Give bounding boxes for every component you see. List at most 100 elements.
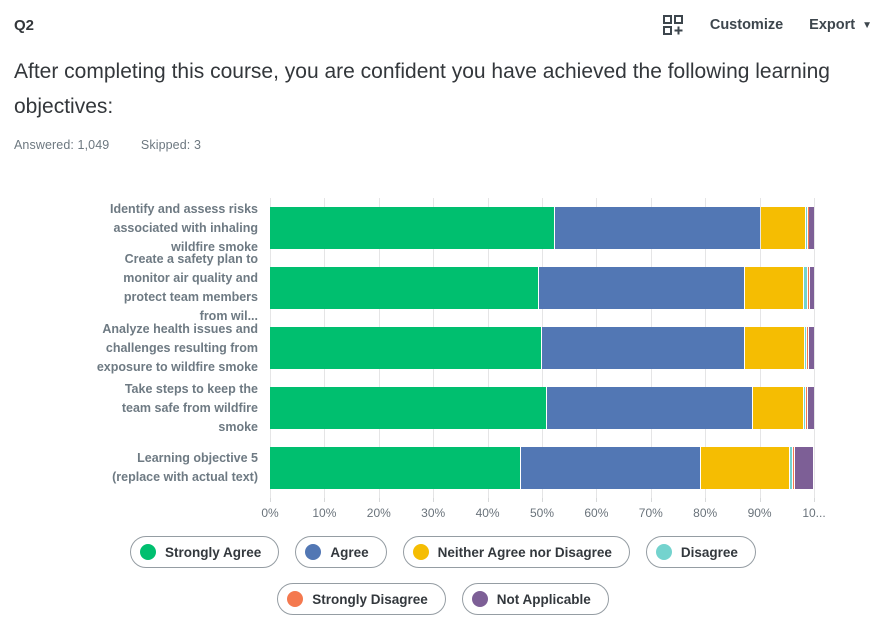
bar-segment-strongly-disagree[interactable] — [807, 267, 809, 309]
axis-tick-label: 30% — [421, 506, 446, 520]
question-title: After completing this course, you are co… — [14, 60, 830, 118]
axis-tick-label: 90% — [747, 506, 772, 520]
stacked-bar-1 — [270, 207, 815, 249]
category-label: Take steps to keep the team safe from wi… — [121, 381, 258, 434]
chart-row-5: Learning objective 5 (replace with actua… — [14, 438, 872, 498]
category-label: Identify and assess risks associated wit… — [110, 201, 258, 254]
chevron-down-icon: ▼ — [862, 20, 872, 31]
axis-tick-label: 10... — [802, 506, 826, 520]
axis-tick — [542, 498, 543, 502]
bar-segment-not-applicable[interactable] — [808, 327, 814, 369]
bar-segment-strongly-agree[interactable] — [270, 267, 539, 309]
question-toolbar: Q2 Customize Export ▼ — [14, 12, 872, 38]
stacked-bar-2 — [270, 267, 815, 309]
axis-tick — [814, 498, 815, 502]
axis-tick — [759, 498, 761, 502]
bar-segment-not-applicable[interactable] — [808, 387, 814, 429]
bar-segment-not-applicable[interactable] — [795, 447, 813, 489]
legend-label: Strongly Agree — [165, 544, 262, 560]
customize-chart-icon[interactable] — [662, 14, 684, 36]
x-axis: 0% 10% 20% 30% 40% 50% 60% 70% 80% 90% 10... — [261, 498, 870, 524]
axis-tick-label: 10% — [312, 506, 337, 520]
bar-segment-agree[interactable] — [546, 387, 752, 429]
legend-dot-strongly-agree — [140, 544, 157, 560]
bar-segment-neither-agree-nor-disagree[interactable] — [744, 267, 804, 309]
axis-tick — [705, 498, 707, 502]
legend-item-not-applicable[interactable]: Not Applicable — [461, 583, 609, 615]
axis-tick — [650, 498, 652, 502]
bar-segment-agree[interactable] — [555, 207, 760, 249]
answered-label: Answered: — [14, 138, 74, 152]
bar-segment-disagree[interactable] — [804, 267, 807, 309]
bar-segment-disagree[interactable] — [804, 327, 806, 369]
bar-segment-disagree[interactable] — [805, 207, 807, 249]
gridline — [814, 198, 815, 498]
legend-label: Agree — [330, 544, 369, 560]
legend-dot-agree — [305, 544, 322, 560]
bar-segment-agree[interactable] — [542, 327, 744, 369]
legend-item-neither-agree-nor-disagree[interactable]: Neither Agree nor Disagree — [402, 536, 630, 568]
category-label: Learning objective 5 (replace with actua… — [112, 451, 258, 484]
axis-tick-label: 80% — [693, 506, 718, 520]
legend-item-strongly-disagree[interactable]: Strongly Disagree — [277, 583, 446, 615]
axis-tick — [487, 498, 489, 502]
export-button[interactable]: Export ▼ — [809, 17, 872, 33]
chart-row-4: Take steps to keep the team safe from wi… — [14, 378, 872, 438]
response-stats: Answered: 1,049 Skipped: 3 — [14, 138, 872, 152]
legend-dot-disagree — [655, 544, 672, 560]
bar-segment-neither-agree-nor-disagree[interactable] — [760, 207, 805, 249]
axis-tick-label: 20% — [366, 506, 391, 520]
axis-tick — [270, 498, 271, 502]
axis-tick-label: 70% — [638, 506, 663, 520]
axis-tick — [596, 498, 598, 502]
bar-segment-strongly-agree[interactable] — [270, 387, 546, 429]
axis-tick — [433, 498, 435, 502]
bar-segment-strongly-disagree[interactable] — [792, 447, 795, 489]
customize-button[interactable]: Customize — [710, 17, 783, 33]
chart-row-3: Analyze health issues and challenges res… — [14, 318, 872, 378]
skipped-label: Skipped: — [140, 138, 191, 152]
bar-segment-disagree[interactable] — [804, 387, 806, 429]
legend-label: Not Applicable — [496, 591, 591, 607]
answered-value: 1,049 — [77, 138, 110, 152]
chart-legend-row-2: Strongly Disagree Not Applicable — [14, 583, 872, 615]
bar-segment-not-applicable[interactable] — [809, 267, 815, 309]
axis-tick — [378, 498, 380, 502]
category-label: Create a safety plan to monitor air qual… — [123, 252, 258, 323]
bar-segment-strongly-agree[interactable] — [270, 207, 555, 249]
bar-segment-agree[interactable] — [539, 267, 744, 309]
legend-dot-neither-agree-nor-disagree — [412, 544, 429, 560]
bar-segment-neither-agree-nor-disagree[interactable] — [752, 387, 804, 429]
legend-dot-strongly-disagree — [287, 591, 304, 607]
legend-item-disagree[interactable]: Disagree — [645, 536, 756, 568]
chart-legend-row-1: Strongly Agree Agree Neither Agree nor Dis… — [14, 536, 872, 568]
bar-segment-agree[interactable] — [521, 447, 700, 489]
customize-button-label: Customize — [709, 17, 784, 33]
bar-segment-strongly-agree[interactable] — [270, 327, 541, 369]
category-label: Analyze health issues and challenges res… — [96, 321, 258, 374]
axis-tick-label: 40% — [475, 506, 500, 520]
export-button-label: Export — [809, 17, 856, 33]
legend-item-agree[interactable]: Agree — [295, 536, 387, 568]
bar-segment-strongly-disagree[interactable] — [807, 207, 809, 249]
bar-segment-neither-agree-nor-disagree[interactable] — [744, 327, 804, 369]
question-number: Q2 — [14, 16, 35, 34]
bar-segment-strongly-agree[interactable] — [270, 447, 521, 489]
axis-tick — [324, 498, 326, 502]
stacked-bar-4 — [270, 387, 815, 429]
legend-dot-not-applicable — [471, 591, 488, 607]
bar-segment-disagree[interactable] — [790, 447, 792, 489]
axis-tick-label: 60% — [584, 506, 609, 520]
legend-item-strongly-agree[interactable]: Strongly Agree — [130, 536, 280, 568]
toolbar-actions: Customize Export ▼ — [662, 14, 872, 36]
bar-segment-not-applicable[interactable] — [809, 207, 815, 249]
legend-label: Disagree — [680, 544, 738, 560]
bar-segment-strongly-disagree[interactable] — [806, 327, 808, 369]
bar-segment-strongly-disagree[interactable] — [806, 387, 808, 429]
bar-segment-neither-agree-nor-disagree[interactable] — [700, 447, 790, 489]
axis-tick-label: 0% — [261, 506, 279, 520]
stacked-bar-chart: Identify and assess risks associated wit… — [14, 198, 872, 524]
axis-tick-label: 50% — [529, 506, 555, 520]
chart-row-1: Identify and assess risks associated wit… — [14, 198, 872, 258]
